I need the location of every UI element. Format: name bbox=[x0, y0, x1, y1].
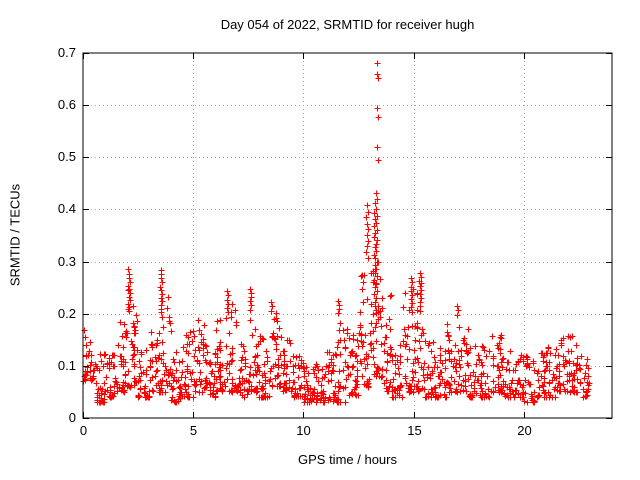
plot-border bbox=[82, 52, 613, 419]
y-tick-label: 0.3 bbox=[57, 254, 76, 269]
x-tick-label: 0 bbox=[79, 423, 88, 438]
y-axis-label: SRMTID / TECUs bbox=[7, 183, 23, 287]
y-tick-label: 0 bbox=[68, 410, 76, 425]
data-points bbox=[80, 60, 593, 406]
y-tick-label: 0.2 bbox=[57, 306, 76, 321]
x-axis-label: GPS time / hours bbox=[298, 452, 397, 467]
x-tick-label: 15 bbox=[407, 423, 422, 438]
y-tick-label: 0.1 bbox=[57, 358, 76, 373]
x-tick-label: 20 bbox=[517, 423, 532, 438]
x-tick-label: 10 bbox=[296, 423, 311, 438]
y-tick-label: 0.4 bbox=[57, 201, 76, 216]
chart-title: Day 054 of 2022, SRMTID for receiver hug… bbox=[220, 17, 475, 32]
y-tick-label: 0.7 bbox=[57, 45, 76, 60]
x-tick-label: 5 bbox=[189, 423, 198, 438]
y-tick-label: 0.6 bbox=[57, 97, 76, 112]
scatter-series-srmtid bbox=[80, 60, 593, 406]
y-tick-label: 0.5 bbox=[57, 149, 76, 164]
